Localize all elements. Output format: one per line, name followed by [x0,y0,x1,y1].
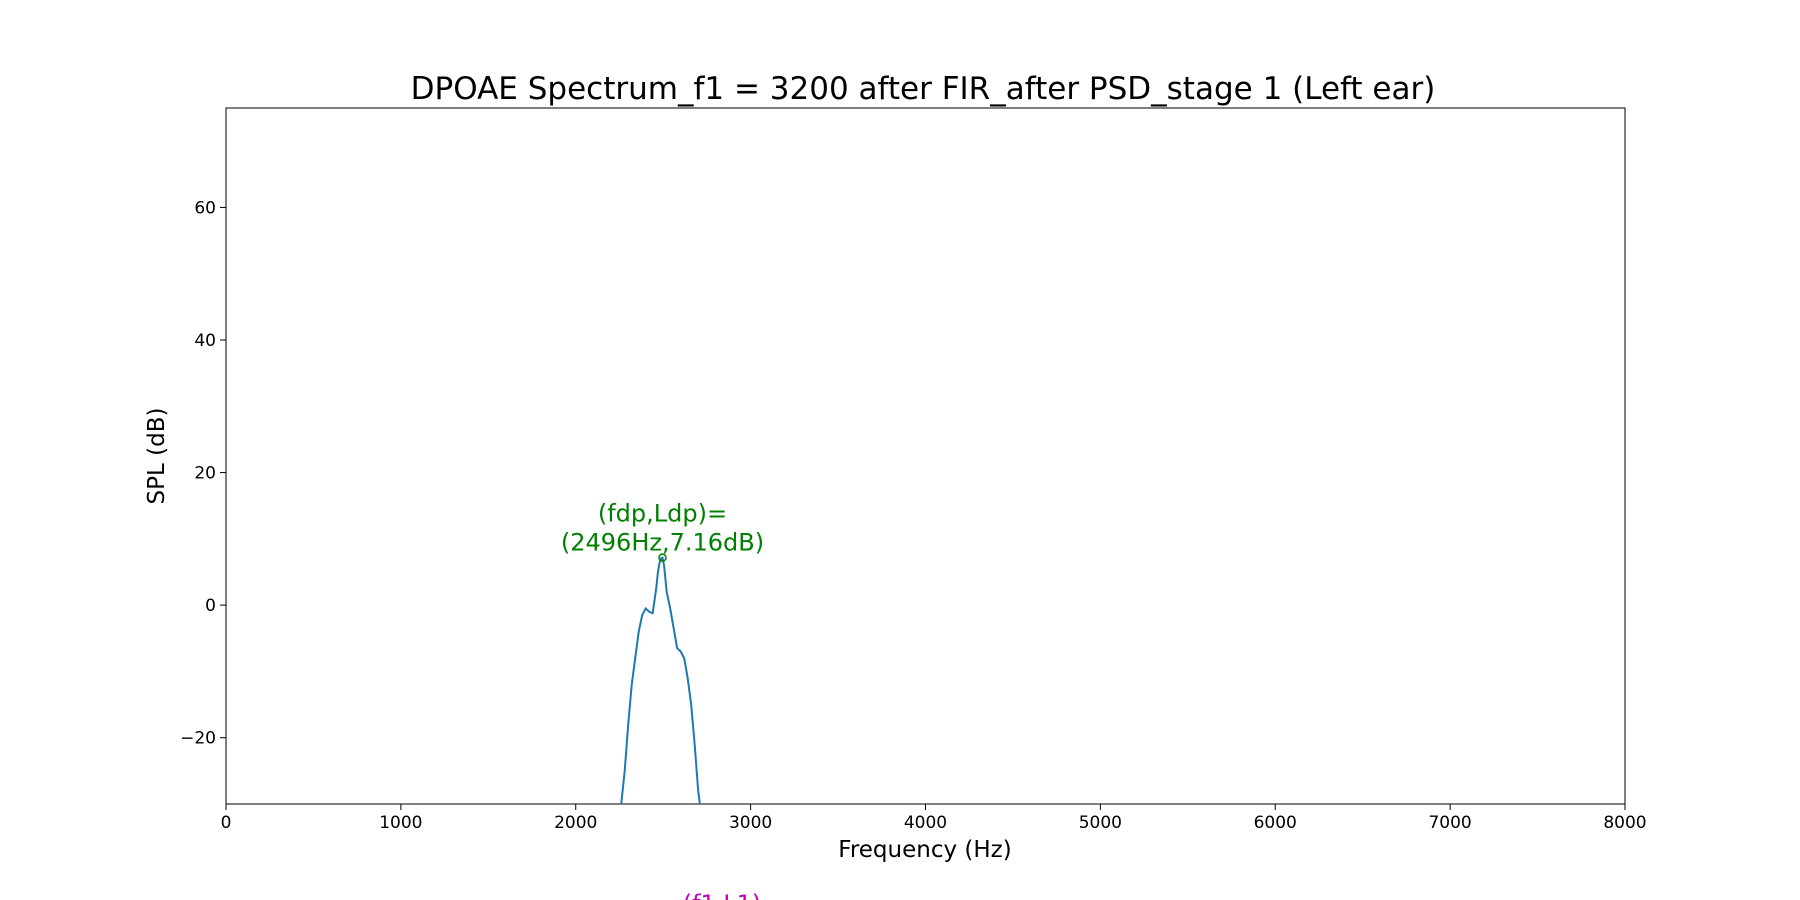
x-tick-label: 1000 [379,813,422,833]
x-tick-label: 2000 [554,813,597,833]
y-tick-label: 40 [194,331,216,351]
fdp-peak-marker [658,553,667,562]
x-tick-label: 4000 [904,813,947,833]
fdp-annotation-line-1: (fdp,Ldp)= [598,500,727,528]
x-axis-label: Frequency (Hz) [838,837,1011,863]
fdp-annotation: (fdp,Ldp)= (2496Hz,7.16dB) [561,500,764,557]
x-tick-label: 3000 [729,813,772,833]
y-tick-label: −20 [180,729,216,749]
x-tick-label: 6000 [1254,813,1297,833]
y-axis-label: SPL (dB) [144,408,170,505]
x-tick-label: 8000 [1603,813,1646,833]
chart-title: DPOAE Spectrum_f1 = 3200 after FIR_after… [411,71,1436,107]
y-tick-label: 20 [194,464,216,484]
f1-annotation-line-1: (f1,L1)= [683,890,782,900]
y-axis-ticks: −20 0 20 40 60 [180,198,226,749]
f1-annotation: (f1,L1)= [683,890,782,900]
x-tick-label: 7000 [1428,813,1471,833]
y-tick-label: 0 [205,596,216,616]
x-tick-label: 0 [221,813,232,833]
y-tick-label: 60 [194,198,216,218]
x-axis-ticks: 0 1000 2000 3000 4000 5000 6000 7000 8000 [221,804,1647,833]
x-tick-label: 5000 [1079,813,1122,833]
fdp-annotation-line-2: (2496Hz,7.16dB) [561,529,764,557]
spectrum-line [620,556,701,805]
